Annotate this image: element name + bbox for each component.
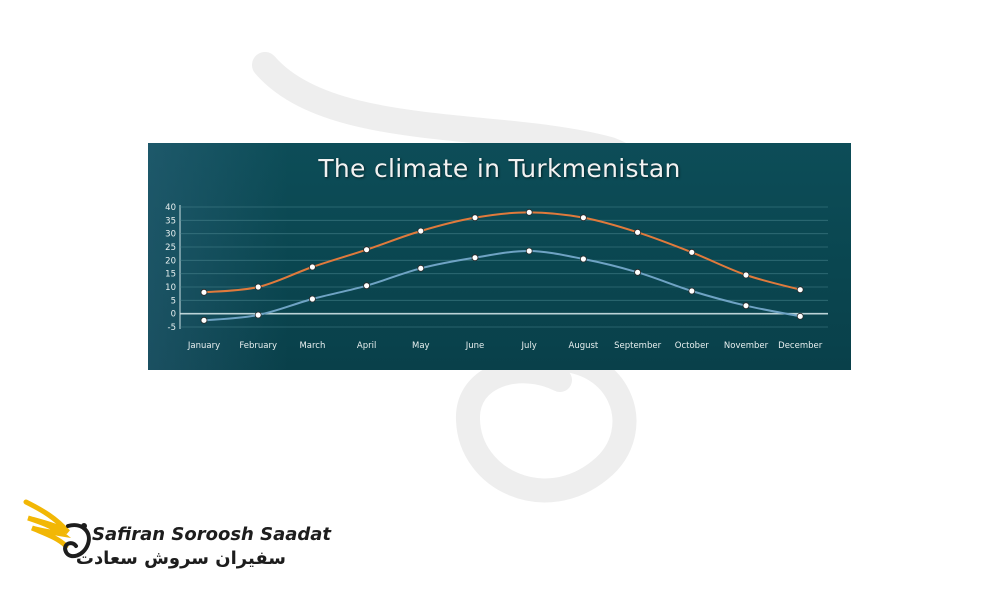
y-tick-label: 35 <box>165 216 176 226</box>
data-point <box>471 214 479 222</box>
data-point <box>417 264 425 272</box>
x-tick-label: August <box>569 341 599 351</box>
data-point <box>742 302 750 310</box>
logo-text-persian: سفیران سروش سعادت <box>75 548 286 569</box>
data-point <box>742 271 750 279</box>
data-point <box>308 263 316 271</box>
data-point <box>688 248 696 256</box>
data-point <box>254 283 262 291</box>
company-logo: Safiran Soroosh Saadat سفیران سروش سعادت <box>22 496 331 576</box>
y-tick-label: 30 <box>165 230 176 240</box>
data-point <box>363 282 371 290</box>
panel-shading <box>148 143 288 370</box>
series-line <box>203 211 801 294</box>
y-tick-label: 5 <box>171 296 176 306</box>
logo-text-latin: Safiran Soroosh Saadat <box>92 524 332 545</box>
y-tick-label: -5 <box>168 323 176 333</box>
x-tick-label: February <box>239 341 277 351</box>
data-point <box>525 208 533 216</box>
series-line <box>203 249 801 322</box>
data-point <box>634 268 642 276</box>
data-point <box>200 316 208 324</box>
y-tick-label: 25 <box>165 243 176 253</box>
x-tick-label: October <box>675 341 710 351</box>
data-point <box>417 227 425 235</box>
x-tick-label: November <box>724 341 769 351</box>
y-tick-label: 10 <box>165 283 176 293</box>
x-tick-label: January <box>187 341 220 351</box>
golden-bird-logo-icon <box>23 499 91 559</box>
x-tick-label: April <box>357 341 376 351</box>
data-point <box>200 288 208 296</box>
y-tick-label: 20 <box>165 256 176 266</box>
data-point <box>525 247 533 255</box>
data-point <box>579 214 587 222</box>
x-tick-label: March <box>299 341 325 351</box>
data-point <box>308 295 316 303</box>
y-tick-label: 0 <box>171 310 176 320</box>
x-tick-label: May <box>412 341 430 351</box>
y-tick-label: 40 <box>165 203 176 213</box>
data-point <box>254 311 262 319</box>
x-tick-label: July <box>521 341 537 351</box>
data-point <box>796 286 804 294</box>
data-point <box>796 312 804 320</box>
x-tick-label: September <box>614 341 661 351</box>
data-point <box>579 255 587 263</box>
line-chart: -5 0 5 10 15 20 25 30 35 40 January February March Ap… <box>165 203 828 351</box>
data-point <box>688 287 696 295</box>
data-point <box>634 228 642 236</box>
x-tick-label: June <box>465 341 485 351</box>
chart-title: The climate in Turkmenistan <box>318 154 681 183</box>
data-point <box>471 254 479 262</box>
x-tick-label: December <box>778 341 823 351</box>
chart-panel: The climate in Turkmenistan -5 0 5 10 15 20 25… <box>148 143 851 370</box>
data-point <box>363 246 371 254</box>
y-tick-label: 15 <box>165 270 176 280</box>
